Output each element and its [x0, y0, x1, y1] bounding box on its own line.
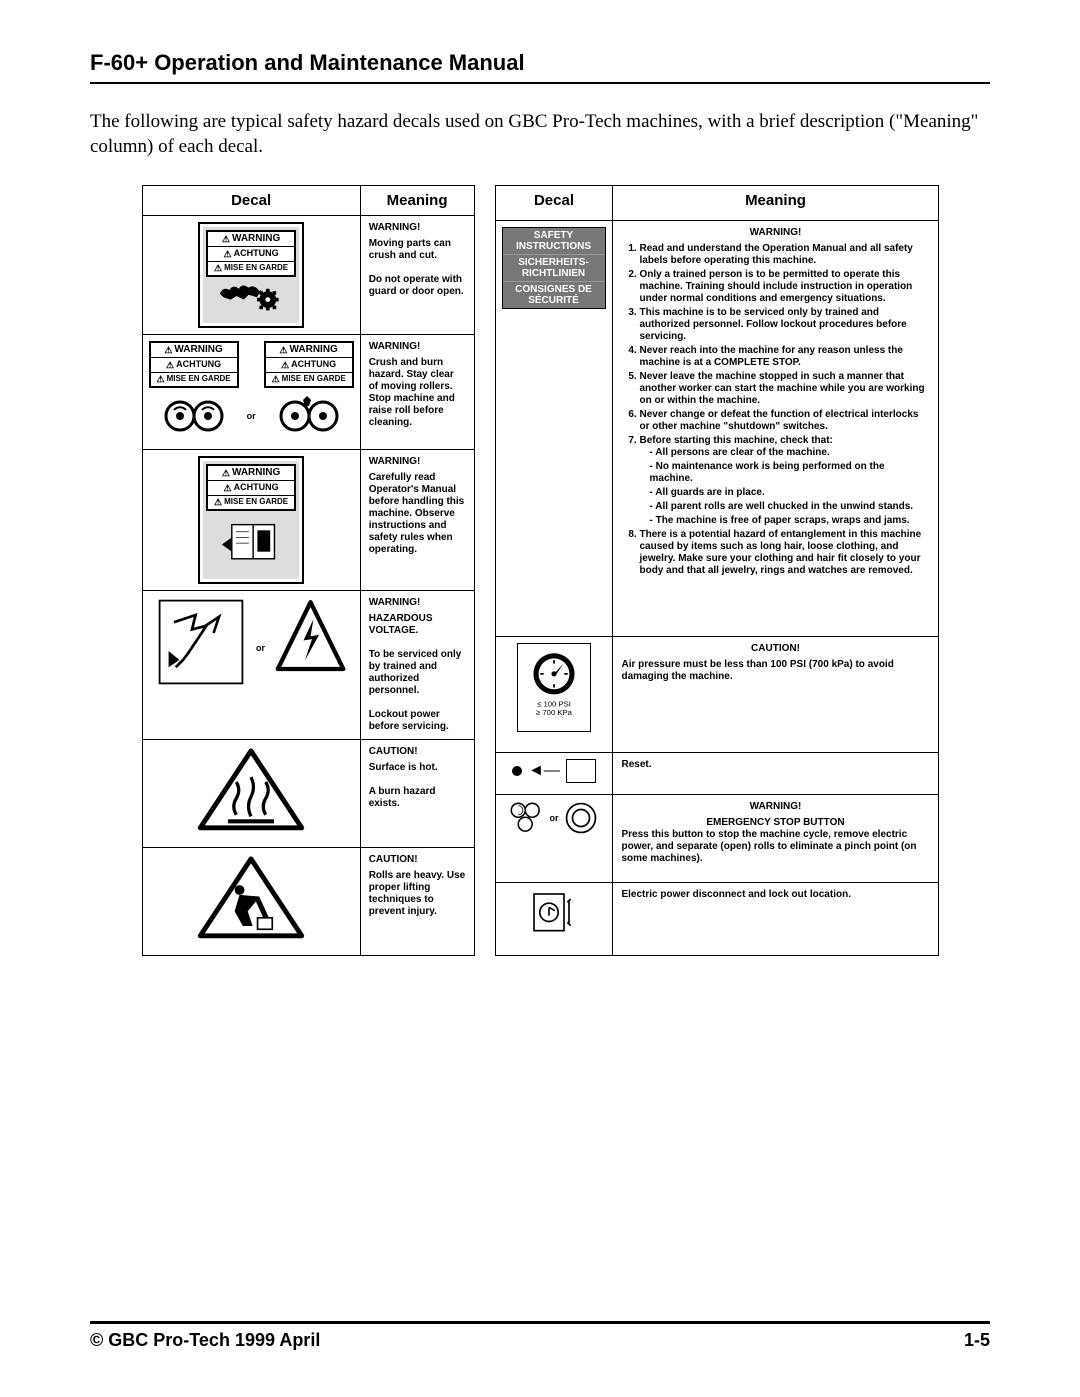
manual-icon	[219, 515, 283, 567]
meaning-lockout: Electric power disconnect and lock out l…	[613, 882, 938, 956]
svg-text:≤ 100 PSI: ≤ 100 PSI	[537, 699, 571, 708]
meaning-heavy-rolls: CAUTION! Rolls are heavy. Use proper lif…	[360, 848, 474, 956]
decal-crush-burn: ⚠WARNING ⚠ACHTUNG ⚠MISE EN GARDE or	[142, 335, 360, 450]
hot-triangle-icon	[191, 746, 311, 836]
decal-reset: ◄—	[495, 752, 613, 794]
rollers-icon	[158, 388, 230, 438]
lockout-icon	[529, 889, 579, 936]
decal-hot-surface	[142, 740, 360, 848]
decal-moving-parts: ⚠WARNING ⚠ACHTUNG ⚠MISE EN GARDE	[142, 216, 360, 335]
meaning-safety-instructions: WARNING! Read and understand the Operati…	[613, 220, 938, 636]
intro-paragraph: The following are typical safety hazard …	[90, 110, 990, 159]
reset-arrow-icon: ◄—	[528, 762, 560, 780]
decal-lockout	[495, 882, 613, 956]
bolt-triangle-icon	[275, 597, 346, 677]
col-header-decal: Decal	[495, 186, 613, 220]
col-header-meaning: Meaning	[360, 186, 474, 216]
lift-triangle-icon	[191, 854, 311, 944]
decal-table-left: Decal Meaning ⚠WARNING ⚠ACHTUNG ⚠MISE EN…	[142, 185, 475, 956]
page-title: F-60+ Operation and Maintenance Manual	[90, 50, 990, 76]
meaning-read-manual: WARNING! Carefully read Operator's Manua…	[360, 450, 474, 591]
gears-icon	[215, 281, 287, 311]
footer-right: 1-5	[964, 1330, 990, 1351]
meaning-moving-parts: WARNING! Moving parts can crush and cut.…	[360, 216, 474, 335]
decal-emergency-stop: or	[495, 794, 613, 882]
decal-read-manual: ⚠WARNING ⚠ACHTUNG ⚠MISE EN GARDE	[142, 450, 360, 591]
shock-icon	[156, 597, 246, 687]
reset-dot-icon	[512, 766, 522, 776]
svg-text:≥ 700 KPa: ≥ 700 KPa	[536, 708, 573, 717]
gauge-icon: ≤ 100 PSI ≥ 700 KPa	[524, 648, 584, 722]
meaning-reset: Reset.	[613, 752, 938, 794]
meaning-hot-surface: CAUTION! Surface is hot. A burn hazard e…	[360, 740, 474, 848]
decal-voltage: or	[142, 591, 360, 740]
tables-wrapper: Decal Meaning ⚠WARNING ⚠ACHTUNG ⚠MISE EN…	[90, 185, 990, 956]
page-header: F-60+ Operation and Maintenance Manual	[90, 50, 990, 84]
reset-box-icon	[566, 759, 596, 783]
decal-safety-instructions: SAFETY INSTRUCTIONS SICHERHEITS-RICHTLIN…	[495, 220, 613, 636]
meaning-voltage: WARNING! HAZARDOUS VOLTAGE. To be servic…	[360, 591, 474, 740]
decal-air-pressure: ≤ 100 PSI ≥ 700 KPa	[495, 636, 613, 752]
decal-table-right: Decal Meaning SAFETY INSTRUCTIONS SICHER…	[495, 185, 939, 956]
footer-left: © GBC Pro-Tech 1999 April	[90, 1330, 320, 1351]
page-footer: © GBC Pro-Tech 1999 April 1-5	[90, 1321, 990, 1351]
meaning-crush-burn: WARNING! Crush and burn hazard. Stay cle…	[360, 335, 474, 450]
rollers-hand-icon	[273, 388, 345, 438]
meaning-emergency-stop: WARNING! EMERGENCY STOP BUTTON Press thi…	[613, 794, 938, 882]
decal-heavy-rolls	[142, 848, 360, 956]
col-header-meaning: Meaning	[613, 186, 938, 220]
estop-mushroom-icon	[564, 801, 598, 835]
estop-btn-icon	[509, 801, 543, 835]
meaning-air-pressure: CAUTION! Air pressure must be less than …	[613, 636, 938, 752]
col-header-decal: Decal	[142, 186, 360, 216]
